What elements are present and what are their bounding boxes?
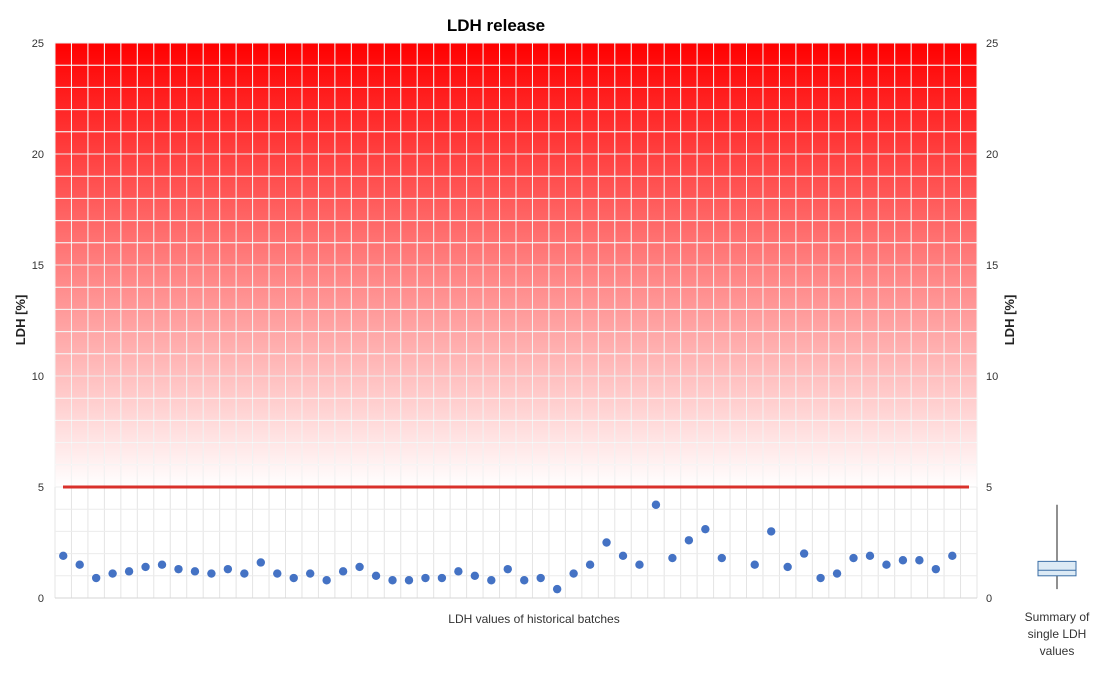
data-point: [75, 560, 84, 569]
data-point: [750, 560, 759, 569]
data-point: [948, 551, 957, 561]
data-point: [783, 562, 792, 572]
y-tick-label-left: 15: [32, 260, 44, 272]
y-tick-label-left: 5: [38, 482, 44, 494]
data-point: [668, 553, 677, 563]
y-tick-label-left: 0: [38, 593, 44, 605]
y-tick-label-right: 25: [986, 38, 998, 50]
data-point: [124, 567, 134, 576]
summary-label-line: Summary of: [1025, 610, 1090, 624]
data-point: [832, 569, 842, 578]
y-tick-label-right: 5: [986, 482, 992, 494]
data-point: [701, 524, 710, 534]
y-tick-label-right: 10: [986, 371, 998, 383]
data-point: [651, 500, 661, 509]
data-point: [305, 569, 315, 578]
y-tick-label-left: 10: [32, 371, 44, 383]
data-point: [91, 573, 101, 583]
y-axis-left-title: LDH [%]: [13, 295, 28, 346]
data-point: [207, 569, 216, 578]
data-point: [190, 567, 200, 576]
x-axis-title: LDH values of historical batches: [448, 612, 619, 626]
summary-boxplot: [1037, 504, 1077, 590]
data-point: [141, 562, 150, 572]
data-point: [223, 564, 233, 574]
data-point: [371, 571, 381, 580]
data-point: [157, 560, 167, 569]
data-point: [404, 576, 414, 585]
y-axis-left-ticks: 0 5 10 15 20 25: [32, 38, 44, 605]
summary-box-iqr: [1037, 560, 1077, 577]
data-point: [569, 569, 578, 578]
y-axis-right-title: LDH [%]: [1002, 295, 1017, 346]
data-point: [865, 551, 875, 561]
data-point: [684, 536, 694, 545]
data-point: [338, 567, 348, 576]
data-point: [421, 573, 430, 583]
y-tick-label-left: 20: [32, 149, 44, 161]
data-point: [882, 560, 891, 569]
data-point: [437, 573, 447, 583]
data-point: [618, 551, 628, 561]
summary-label-line: values: [1040, 644, 1075, 658]
data-point: [470, 571, 480, 580]
y-tick-label-left: 25: [32, 38, 44, 50]
data-point: [108, 569, 117, 578]
data-point: [585, 560, 595, 569]
data-point: [289, 573, 298, 583]
data-point: [520, 576, 529, 585]
data-point: [536, 573, 545, 583]
y-axis-right-ticks: 0 5 10 15 20 25: [986, 38, 998, 605]
data-point: [355, 562, 364, 572]
summary-label: Summary of single LDH values: [1025, 610, 1090, 658]
summary-label-line: single LDH: [1028, 627, 1087, 641]
data-point: [816, 573, 825, 583]
y-tick-label-right: 0: [986, 593, 992, 605]
data-point: [602, 538, 611, 547]
data-points: [59, 500, 957, 594]
chart-title: LDH release: [447, 16, 545, 35]
y-tick-label-right: 20: [986, 149, 998, 161]
data-point: [503, 564, 512, 574]
data-point: [273, 569, 282, 578]
data-point: [766, 527, 776, 536]
data-point: [256, 558, 266, 567]
data-point: [388, 576, 397, 585]
data-point: [552, 584, 562, 594]
data-point: [898, 556, 908, 565]
data-point: [915, 556, 924, 565]
data-point: [931, 564, 941, 574]
data-point: [717, 553, 727, 563]
data-point: [799, 549, 809, 558]
data-point: [322, 576, 331, 585]
data-point: [59, 551, 68, 561]
y-tick-label-right: 15: [986, 260, 998, 272]
data-point: [487, 576, 496, 585]
data-point: [849, 553, 858, 563]
data-point: [635, 560, 644, 569]
data-point: [174, 564, 183, 574]
data-point: [240, 569, 249, 578]
grid-lines: [54, 42, 978, 599]
data-point: [454, 567, 463, 576]
